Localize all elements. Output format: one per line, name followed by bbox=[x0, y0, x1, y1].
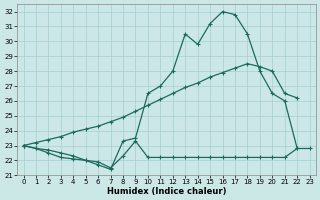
X-axis label: Humidex (Indice chaleur): Humidex (Indice chaleur) bbox=[107, 187, 226, 196]
